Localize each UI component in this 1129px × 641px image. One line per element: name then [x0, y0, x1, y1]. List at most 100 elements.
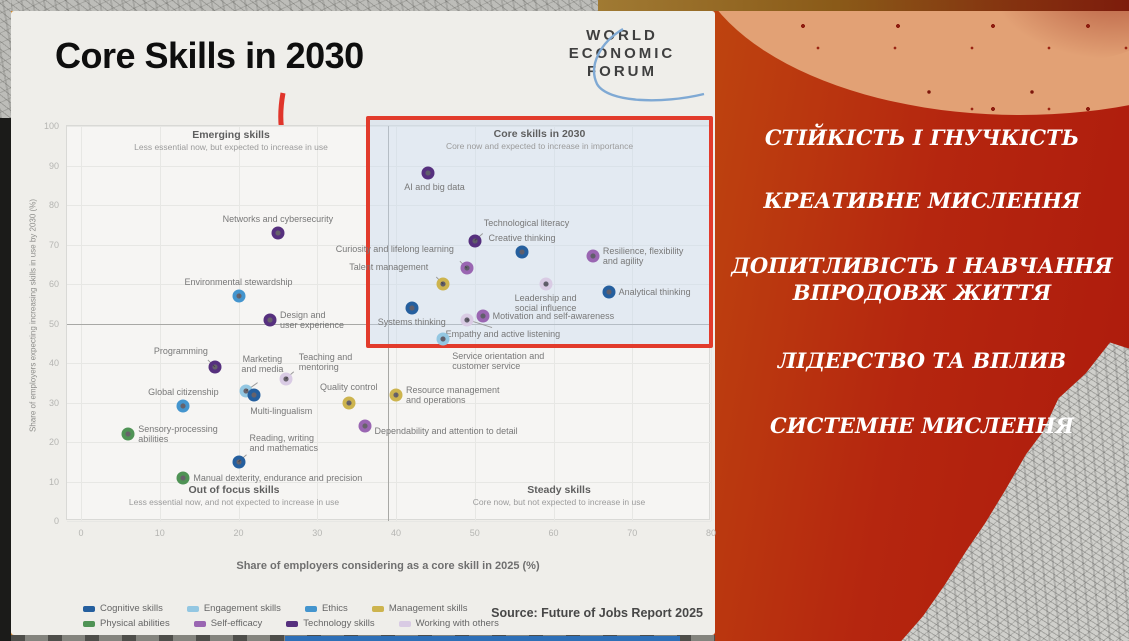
point-label: Global citizenship: [148, 387, 219, 398]
skill-list-item: СИСТЕМНЕ МИСЛЕННЯ: [770, 413, 1074, 438]
point-label: Programming: [153, 345, 208, 356]
point-label: Empathy and active listening: [445, 328, 561, 339]
legend-swatch-icon: [286, 620, 299, 627]
legend-label: Physical abilities: [100, 618, 170, 629]
y-axis-label: Share of employers expecting increasing …: [28, 199, 38, 433]
legend-item: Technology skills: [286, 618, 375, 629]
point-label: Resource management and operations: [406, 384, 500, 405]
wef-logo-line1: WORLD: [586, 27, 658, 44]
skill-list-item: КРЕАТИВНЕ МИСЛЕННЯ: [763, 188, 1081, 213]
chart-card: Core Skills in 2030 WORLD ECONOMIC FORUM…: [11, 11, 716, 635]
legend-label: Management skills: [388, 603, 468, 614]
legend-item: Management skills: [371, 603, 468, 614]
y-tick-label: 90: [48, 160, 59, 171]
legend-row: Physical abilities Self-efficacy Technolog…: [83, 616, 499, 631]
map-texture-left: [0, 0, 11, 118]
skills-list-panel: СТІЙКІСТЬ І ГНУЧКІСТЬ КРЕАТИВНЕ МИСЛЕННЯ Д…: [715, 0, 1129, 641]
data-point: [468, 234, 482, 248]
data-point: [436, 277, 450, 291]
point-label: Teaching and mentoring: [298, 351, 353, 372]
data-point: [405, 301, 419, 315]
point-label: Analytical thinking: [618, 286, 691, 297]
skill-list-item: ДОПИТЛИВІСТЬ І НАВЧАННЯ ВПРОДОВЖ ЖИТТЯ: [731, 253, 1113, 305]
data-point: [176, 471, 190, 485]
point-label: Curiosity and lifelong learning: [335, 244, 454, 255]
data-point: [460, 261, 474, 275]
data-point: [436, 332, 450, 346]
dark-strip-left: [0, 118, 11, 641]
left-edge-strip: [0, 0, 11, 641]
point-label: AI and big data: [404, 182, 465, 193]
point-label: Motivation and self-awareness: [492, 310, 615, 321]
skill-list-item: ЛІДЕРСТВО ТА ВПЛИВ: [777, 348, 1067, 373]
legend-item: Physical abilities: [83, 618, 170, 629]
data-point: [263, 313, 277, 327]
legend-label: Technology skills: [303, 618, 375, 629]
legend-item: Self-efficacy: [193, 618, 263, 629]
quadrant-label-out-of-focus: Out of focus skills Less essential now, …: [128, 484, 340, 507]
y-tick-label: 20: [48, 437, 59, 447]
legend-swatch-icon: [83, 605, 95, 612]
data-point: [271, 226, 285, 240]
point-label: Quality control: [319, 381, 378, 392]
y-tick-label: 100: [43, 121, 59, 131]
legend-item: Working with others: [398, 618, 499, 629]
legend-label: Cognitive skills: [100, 603, 163, 614]
data-point: [121, 427, 135, 441]
point-label: Multi-lingualism: [250, 405, 313, 416]
point-label: Technological literacy: [483, 217, 570, 228]
legend-item: Engagement skills: [186, 603, 281, 614]
y-tick-label: 80: [48, 200, 59, 210]
wef-logo: WORLD ECONOMIC FORUM: [542, 27, 702, 81]
quadrant-label-steady: Steady skills Core now, but not expected…: [472, 484, 646, 507]
bottom-blue-bar: [285, 635, 680, 641]
x-tick-label: 80: [705, 528, 716, 538]
point-label: Sensory-processing abilities: [138, 424, 218, 445]
point-label: Reading, writing and mathematics: [249, 432, 319, 453]
data-point: [232, 289, 245, 303]
legend-swatch-icon: [398, 620, 411, 627]
wef-logo-line2: ECONOMIC: [568, 45, 676, 62]
data-point: [602, 285, 616, 299]
x-tick-label: 40: [390, 528, 401, 538]
point-label: Manual dexterity, endurance and precisio…: [193, 472, 363, 483]
y-tick-label: 0: [53, 516, 59, 526]
point-label: Resilience, flexibility and agility: [602, 246, 684, 267]
legend-row: Cognitive skills Engagement skills Ethics M…: [83, 601, 499, 616]
point-label: Service orientation and customer service: [452, 351, 545, 372]
x-tick-label: 20: [233, 528, 244, 538]
data-point: [515, 245, 529, 259]
point-label: Creative thinking: [488, 233, 556, 244]
data-point: [476, 309, 490, 323]
legend-label: Working with others: [415, 618, 499, 629]
x-tick-label: 30: [312, 528, 323, 538]
top-edge-strip: [0, 0, 1129, 11]
y-tick-label: 70: [48, 239, 59, 250]
legend-label: Self-efficacy: [210, 618, 263, 629]
x-tick-label: 50: [469, 528, 480, 538]
data-point: [460, 313, 474, 327]
plot-area: Emerging skills Less essential now, but …: [44, 116, 716, 538]
data-point: [176, 399, 190, 413]
quadrant-label-core-skills: Core skills in 2030 Core now and expecte…: [445, 128, 634, 151]
skill-list-item: СТІЙКІСТЬ І ГНУЧКІСТЬ: [764, 125, 1080, 150]
core-skills-highlight-box: Core skills in 2030 Core now and expecte…: [366, 116, 713, 348]
x-tick-label: 10: [154, 528, 165, 538]
y-tick-label: 60: [48, 279, 59, 289]
point-label: Design and user experience: [280, 309, 345, 330]
point-label: Dependability and attention to detail: [374, 426, 518, 437]
data-point: [247, 388, 261, 402]
y-tick-label: 10: [48, 476, 59, 487]
gradient-strip-top: [598, 0, 1129, 11]
legend-item: Cognitive skills: [83, 603, 163, 614]
y-tick-label: 50: [48, 318, 59, 329]
y-tick-label: 40: [48, 358, 59, 368]
data-point: [342, 396, 356, 409]
map-texture-top: [0, 0, 598, 11]
data-point: [358, 419, 371, 433]
data-point: [539, 277, 553, 291]
y-tick-label: 30: [48, 397, 59, 408]
point-label: Systems thinking: [377, 316, 446, 327]
data-point: [586, 249, 600, 263]
legend-swatch-icon: [186, 605, 199, 612]
